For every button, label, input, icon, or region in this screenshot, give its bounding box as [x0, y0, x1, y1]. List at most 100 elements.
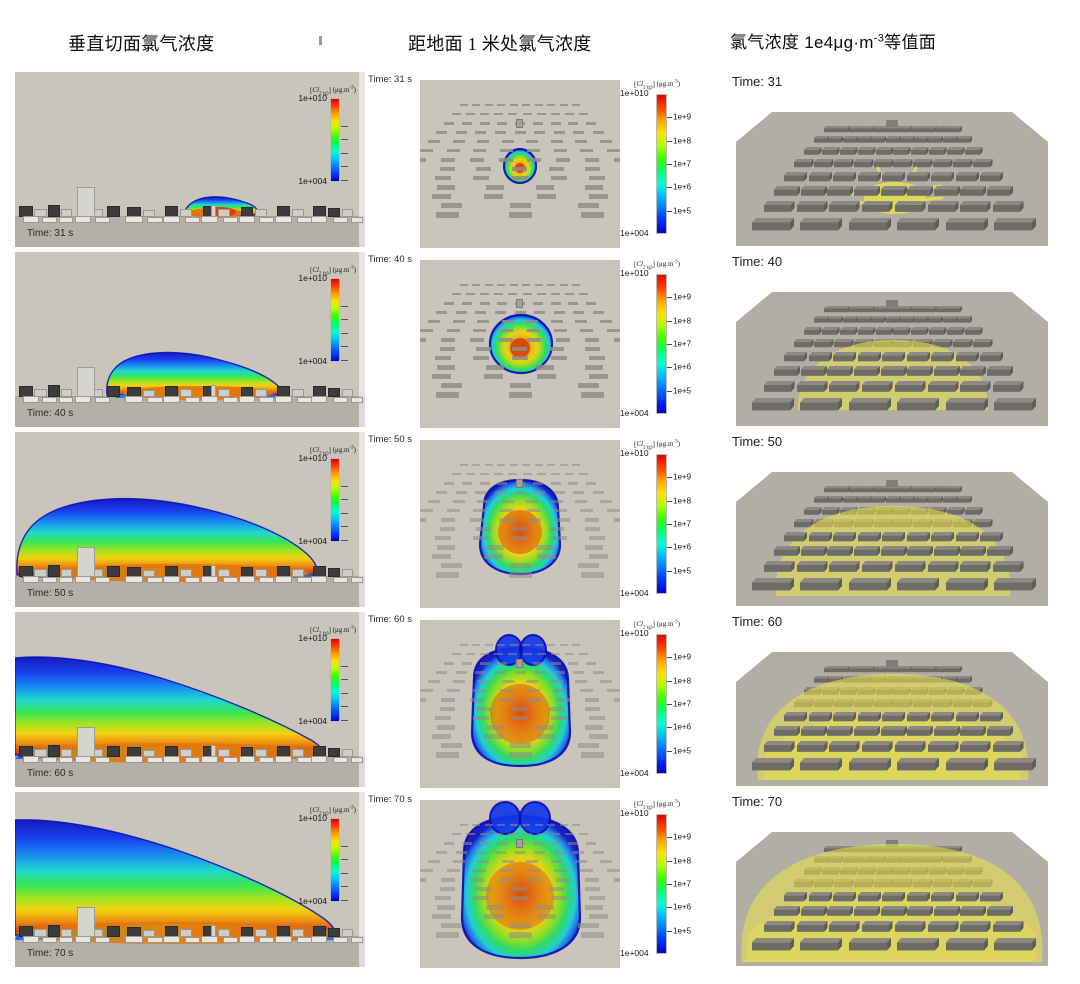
colorbar-gradient [330, 638, 340, 722]
colorbar-gradient [330, 818, 340, 902]
building-block-3d [827, 186, 853, 196]
building-footprint [497, 824, 505, 826]
colorbar-min-label: 1e+004 [620, 588, 649, 598]
building-block-3d [960, 381, 991, 392]
building-block-3d [947, 327, 965, 335]
building-block [180, 569, 192, 577]
isosurface-panel[interactable] [732, 454, 1052, 606]
building-block-3d [931, 352, 954, 362]
building-block [185, 397, 200, 403]
vertical-slice-panel[interactable]: Time: 70 s [15, 792, 365, 967]
colorbar-tick [341, 153, 348, 154]
vertical-slice-panel[interactable]: Time: 31 s [15, 72, 365, 247]
building-block-3d [980, 172, 1003, 182]
building-block [333, 217, 348, 223]
vertical-slice-panel[interactable]: Time: 40 s [15, 252, 365, 427]
colorbar-title: [Cl2 (g)] (μg.m-3) [310, 806, 356, 817]
building-block-3d [948, 126, 962, 133]
building-block-3d [953, 159, 973, 168]
building-footprint [495, 131, 506, 134]
colorbar-title: [Cl2 (g)] (μg.m-3) [310, 626, 356, 637]
building-block [255, 929, 267, 937]
building-footprint [420, 869, 433, 872]
building-block-3d [993, 921, 1024, 932]
colorbar-max-label: 1e+010 [298, 813, 327, 823]
building-block [292, 929, 304, 937]
isosurface-panel[interactable] [732, 634, 1052, 786]
building-block [311, 216, 327, 223]
building-footprint [551, 302, 561, 305]
ground-level-panel[interactable] [420, 800, 620, 968]
building-footprint [600, 500, 612, 503]
ground-level-panel[interactable] [420, 80, 620, 248]
building-block-3d [824, 306, 838, 313]
building-block-3d [801, 906, 827, 916]
building-footprint [535, 104, 543, 106]
building-footprint [453, 500, 465, 503]
vertical-slice-panel[interactable]: Time: 60 s [15, 612, 365, 787]
isosurface-panel[interactable] [732, 814, 1052, 966]
ground-level-panel[interactable] [420, 260, 620, 428]
ground-level-panel[interactable] [420, 440, 620, 608]
colorbar-tick [341, 319, 348, 320]
colorbar-tick-label: 1e+5 [673, 926, 692, 936]
building-footprint [568, 482, 578, 485]
building-block-3d [801, 726, 827, 736]
panel-right-margin [359, 612, 365, 787]
vertical-slice-panel[interactable]: Time: 50 s [15, 432, 365, 607]
building-block [107, 746, 120, 757]
building-footprint [515, 311, 526, 314]
building-footprint [497, 122, 507, 125]
colorbar-bracket: ] [652, 440, 657, 449]
building-footprint [575, 140, 587, 143]
building-footprint [435, 356, 451, 360]
building-footprint [549, 347, 564, 351]
building-footprint [568, 662, 578, 665]
building-footprint [537, 293, 546, 295]
building-footprint [551, 500, 563, 503]
building-block-3d [862, 201, 893, 212]
building-block-3d [857, 496, 872, 503]
building-footprint [536, 725, 554, 730]
building-block-3d [827, 726, 853, 736]
building-footprint [549, 527, 564, 531]
building-footprint [480, 122, 490, 125]
building-block-3d [809, 532, 832, 542]
building-footprint [580, 149, 593, 152]
building-block [143, 210, 155, 217]
building-block-3d [801, 186, 827, 196]
building-footprint [573, 311, 584, 314]
building-footprint [526, 680, 538, 683]
building-block [34, 209, 47, 217]
colorbar-tick [667, 571, 672, 572]
building-block-3d [858, 892, 881, 902]
building-footprint [435, 176, 451, 180]
plume-hot-core [123, 386, 273, 400]
building-footprint [585, 905, 603, 910]
ground-level-panel[interactable] [420, 620, 620, 788]
colorbar-gradient [330, 278, 340, 362]
colorbar-tick [341, 886, 348, 887]
figure-row: Time: 40 s [Cl2 (g)] (μg.m-3) 1e+010 1e+004… [0, 252, 1080, 432]
building-block-3d [862, 561, 893, 572]
building-footprint [447, 149, 460, 152]
building-footprint [497, 842, 507, 845]
building-block [275, 756, 292, 763]
building-block-3d [897, 758, 939, 771]
source-mast [211, 385, 216, 397]
building-footprint [472, 464, 480, 466]
building-footprint [527, 509, 540, 512]
building-footprint [473, 896, 489, 900]
isosurface-panel[interactable] [732, 94, 1052, 246]
building-footprint [447, 509, 460, 512]
building-footprint [499, 878, 513, 882]
building-block [42, 757, 57, 763]
building-block-3d [980, 892, 1003, 902]
building-footprint [578, 563, 599, 568]
building-footprint [475, 131, 486, 134]
isosurface-panel[interactable] [732, 274, 1052, 426]
time-label-ground-level: Time: 40 s [368, 254, 412, 265]
building-block-3d [871, 136, 886, 143]
colorbar-tick-label: 1e+7 [673, 159, 692, 169]
building-footprint [452, 653, 461, 655]
